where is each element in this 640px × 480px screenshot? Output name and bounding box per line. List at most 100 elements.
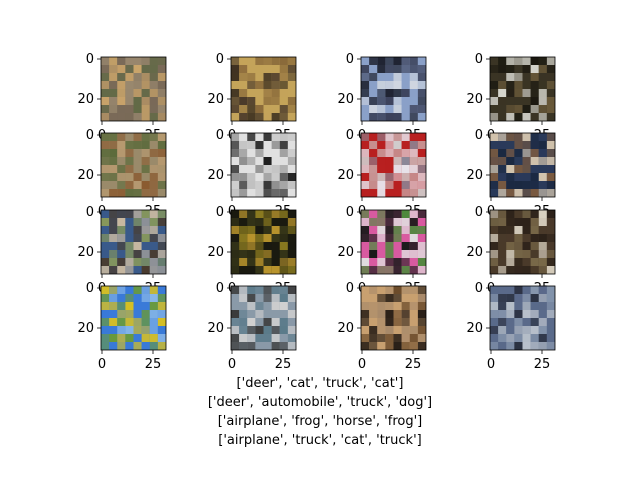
y-tick-label: 0 — [346, 52, 354, 67]
image-pixel — [385, 286, 394, 294]
image-pixel — [361, 105, 370, 113]
image-pixel — [271, 113, 280, 121]
image-pixel — [117, 165, 126, 173]
image-pixel — [109, 326, 118, 334]
image-pixel — [522, 133, 531, 141]
image-pixel — [409, 294, 418, 302]
image-pixel — [287, 226, 297, 234]
image-pixel — [490, 210, 499, 218]
image-pixel — [149, 65, 158, 73]
image-pixel — [546, 81, 556, 89]
image-pixel — [377, 113, 386, 121]
image-pixel — [498, 294, 507, 302]
image-pixel — [247, 234, 256, 242]
image-pixel — [117, 250, 126, 258]
image-pixel — [377, 226, 386, 234]
x-tick-label: 0 — [98, 357, 106, 372]
image-pixel — [125, 157, 134, 165]
image-pixel — [409, 149, 418, 157]
image-pixel — [247, 218, 256, 226]
image-pixel — [369, 157, 378, 165]
image-pixel — [157, 89, 167, 97]
image-pixel — [361, 133, 370, 141]
image-pixel — [141, 165, 150, 173]
image-pixel — [369, 189, 378, 197]
image-pixel — [101, 65, 110, 73]
image-pixel — [133, 242, 142, 250]
image-pixel — [109, 157, 118, 165]
image-pixel — [377, 342, 386, 350]
image-pixel — [239, 250, 248, 258]
image-pixel — [287, 342, 297, 350]
image-pixel — [490, 234, 499, 242]
image-pixel — [231, 310, 240, 318]
image-pixel — [361, 141, 370, 149]
image-pixel — [522, 97, 531, 105]
image-pixel — [490, 250, 499, 258]
image-pixel — [385, 157, 394, 165]
image-pixel — [109, 334, 118, 342]
image-pixel — [361, 165, 370, 173]
image-pixel — [263, 234, 272, 242]
image-pixel — [538, 133, 547, 141]
image-pixel — [247, 318, 256, 326]
image-pixel — [125, 105, 134, 113]
image-pixel — [157, 226, 167, 234]
image-pixel — [263, 210, 272, 218]
image-pixel — [239, 342, 248, 350]
image-pixel — [125, 218, 134, 226]
image-pixel — [247, 141, 256, 149]
image-pixel — [271, 302, 280, 310]
image-pixel — [530, 89, 539, 97]
image-pixel — [125, 65, 134, 73]
image-pixel — [101, 210, 110, 218]
image-pixel — [361, 113, 370, 121]
image-pixel — [271, 189, 280, 197]
image-pixel — [409, 105, 418, 113]
image-pixel — [361, 258, 370, 266]
image-pixel — [385, 141, 394, 149]
image-pixel — [271, 181, 280, 189]
image-pixel — [239, 97, 248, 105]
image-pixel — [417, 65, 427, 73]
image-pixel — [287, 189, 297, 197]
image-pixel — [255, 65, 264, 73]
image-pixel — [109, 258, 118, 266]
image-pixel — [255, 165, 264, 173]
image-pixel — [231, 89, 240, 97]
image-pixel — [255, 242, 264, 250]
image-pixel — [263, 57, 272, 65]
image-pixel — [255, 57, 264, 65]
image-pixel — [247, 97, 256, 105]
image-pixel — [247, 242, 256, 250]
image-pixel — [417, 294, 427, 302]
image-pixel — [522, 113, 531, 121]
image-pixel — [231, 318, 240, 326]
image-pixel — [546, 266, 556, 274]
image-pixel — [133, 210, 142, 218]
image-pixel — [255, 286, 264, 294]
image-pixel — [369, 334, 378, 342]
image-pixel — [385, 165, 394, 173]
image-pixel — [141, 81, 150, 89]
image-pixel — [385, 258, 394, 266]
image-pixel — [247, 113, 256, 121]
image-pixel — [546, 318, 556, 326]
image-pixel — [538, 234, 547, 242]
image-pixel — [401, 310, 410, 318]
image-pixel — [393, 234, 402, 242]
image-pixel — [231, 250, 240, 258]
image-pixel — [125, 258, 134, 266]
image-pixel — [361, 65, 370, 73]
image-pixel — [287, 57, 297, 65]
image-pixel — [109, 242, 118, 250]
image-pixel — [279, 57, 288, 65]
image-pixel — [133, 173, 142, 181]
image-pixel — [369, 165, 378, 173]
image-pixel — [409, 97, 418, 105]
image-pixel — [149, 81, 158, 89]
image-pixel — [101, 89, 110, 97]
image-pixel — [247, 89, 256, 97]
image-pixel — [239, 242, 248, 250]
